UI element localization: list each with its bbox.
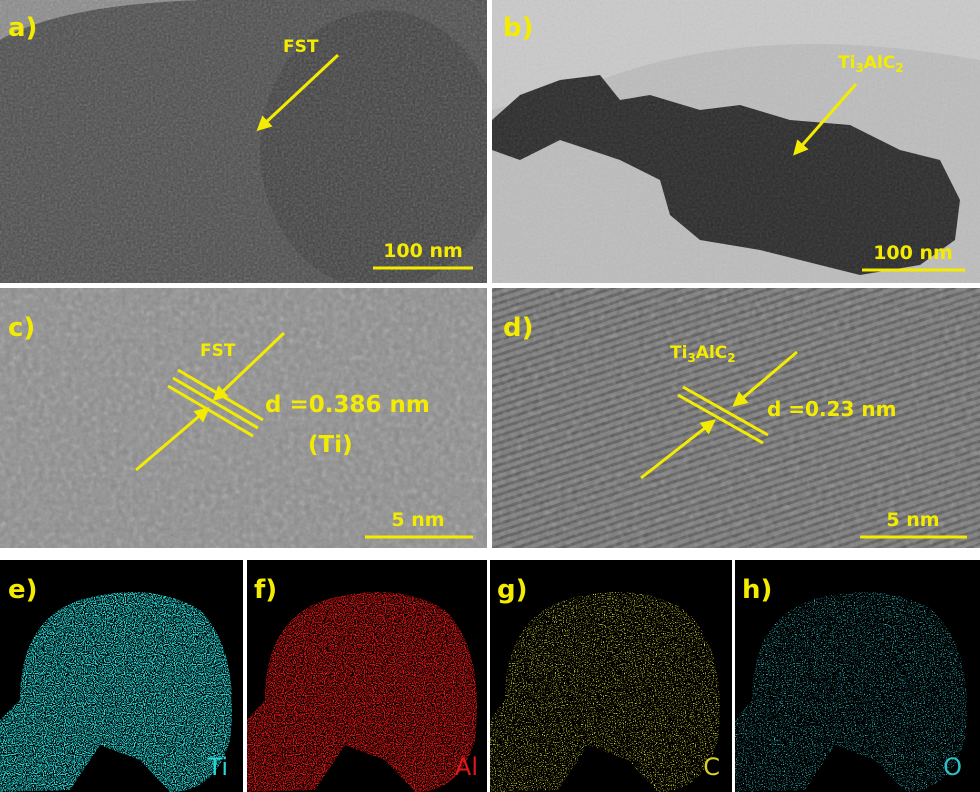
subscript: 2: [727, 351, 735, 365]
panel-label: f): [254, 575, 277, 605]
panel-label: h): [742, 575, 772, 605]
scale-label: 5 nm: [391, 509, 444, 531]
panel-label: b): [503, 13, 534, 43]
panel-label: d): [503, 313, 534, 343]
arrow: [212, 331, 286, 402]
panel-label: c): [8, 313, 35, 343]
lattice-line: [167, 384, 254, 438]
annotation: FST: [200, 341, 236, 361]
element-name: Al: [455, 753, 478, 781]
subscript: 3: [687, 351, 695, 365]
panel-a: a) FST 100 nm: [0, 0, 487, 283]
text: Ti: [670, 343, 687, 363]
scale-label: 100 nm: [383, 240, 463, 262]
annotation: Ti3AlC2: [838, 53, 904, 75]
lattice-line: [682, 385, 769, 437]
scale-label: 5 nm: [886, 509, 939, 531]
element-map: [735, 592, 967, 792]
lattice-line: [677, 393, 764, 445]
subscript: 2: [895, 61, 903, 75]
element-name: C: [703, 753, 720, 781]
arrow: [256, 53, 340, 132]
panel-label: e): [8, 575, 38, 605]
panel-g: g) C: [490, 560, 732, 792]
scale-label: 100 nm: [873, 242, 953, 264]
d-spacing: d =0.386 nm: [265, 392, 430, 418]
element-name: Ti: [206, 753, 228, 781]
arrow: [135, 407, 210, 472]
panel-c: c) FST d =0.386 nm (Ti) 5 nm: [0, 288, 487, 548]
element-map: [0, 592, 232, 792]
panel-b: b) Ti3AlC2 100 nm: [492, 0, 980, 283]
panel-label: a): [8, 13, 37, 43]
text: AlC: [864, 53, 895, 73]
panel-label: g): [497, 575, 528, 605]
text: Ti: [838, 53, 855, 73]
subscript: 3: [855, 61, 863, 75]
texture: [492, 0, 980, 283]
annotation: Ti3AlC2: [670, 343, 736, 365]
text: AlC: [696, 343, 727, 363]
annotation: FST: [283, 37, 319, 57]
texture: [0, 0, 487, 283]
element: (Ti): [308, 432, 353, 458]
arrow: [793, 83, 858, 156]
panel-h: h) O: [735, 560, 980, 792]
element-map: [490, 592, 720, 792]
d-spacing: d =0.23 nm: [767, 397, 896, 421]
arrow: [732, 350, 798, 407]
panel-d: d) Ti3AlC2 d =0.23 nm 5 nm: [492, 288, 980, 548]
panel-e: e) Ti: [0, 560, 243, 792]
arrow: [640, 419, 716, 480]
lattice-line: [172, 376, 259, 430]
element-name: O: [943, 753, 962, 781]
element-map: [247, 592, 477, 792]
panel-f: f) Al: [247, 560, 487, 792]
